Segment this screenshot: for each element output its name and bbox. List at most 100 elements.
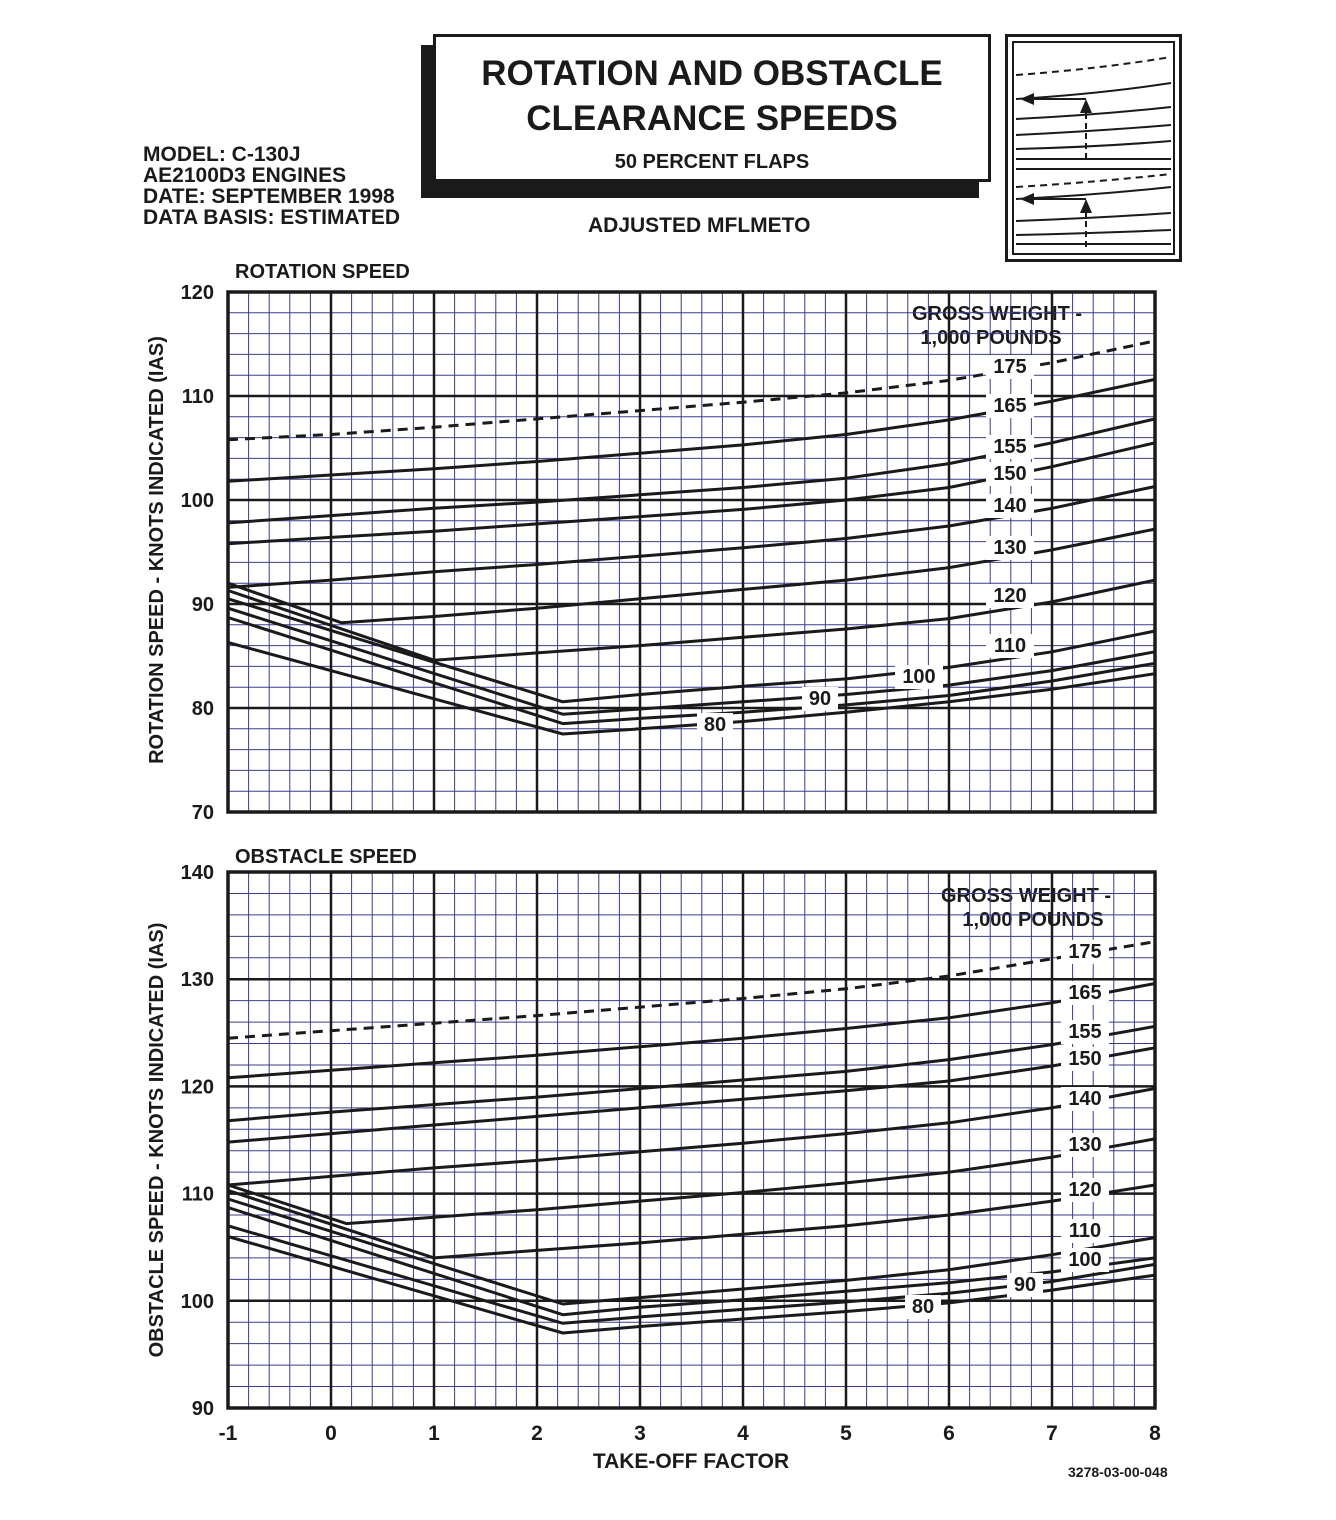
rotation-legend-title-line1: GROSS WEIGHT -	[912, 303, 1082, 325]
rotation-series-80-line	[227, 641, 1156, 736]
obstacle-series-165-label: 165	[1068, 982, 1101, 1004]
rotation-series-165-label-bg	[986, 394, 1034, 418]
rotation-y-tick-label: 100	[181, 490, 214, 512]
rotation-y-tick-label: 80	[192, 698, 214, 720]
rotation-series-100-line	[227, 606, 1156, 716]
rotation-series-165-label: 165	[993, 395, 1026, 417]
rotation-series-120-label-bg	[986, 584, 1034, 608]
x-tick-label: 2	[531, 1422, 543, 1445]
obstacle-y-tick-label: 100	[181, 1291, 214, 1313]
obstacle-y-axis-label: OBSTACLE SPEED - KNOTS INDICATED (IAS)	[146, 923, 168, 1358]
obstacle-series-110-label: 110	[1069, 1220, 1101, 1242]
obstacle-series-80-label-bg	[905, 1295, 941, 1319]
rotation-series-90-label: 90	[809, 688, 831, 710]
rotation-series-150-label: 150	[993, 463, 1026, 485]
x-tick-label: 4	[737, 1422, 749, 1445]
obstacle-y-tick-label: 120	[181, 1076, 214, 1098]
obstacle-series-130-label-bg	[1061, 1133, 1109, 1157]
rotation-series-80-label: 80	[704, 714, 726, 736]
obstacle-series-140-label-bg	[1061, 1087, 1109, 1111]
obstacle-series-150-label: 150	[1068, 1048, 1101, 1070]
obstacle-series-120-label-bg	[1061, 1178, 1109, 1202]
x-tick-label: 3	[634, 1422, 646, 1445]
rotation-series-110-label: 110	[994, 635, 1026, 657]
obstacle-series-155-line	[227, 1024, 1156, 1123]
obstacle-series-100-label: 100	[1068, 1249, 1101, 1271]
x-tick-label: 7	[1046, 1422, 1058, 1445]
page-title-line1: ROTATION AND OBSTACLE	[481, 54, 943, 93]
rotation-series-110-label-bg	[986, 634, 1034, 658]
obstacle-series-120-label: 120	[1068, 1179, 1101, 1201]
rotation-series-110-line	[227, 597, 1156, 704]
rotation-series-90-label-bg	[802, 687, 838, 711]
x-tick-label: 6	[943, 1422, 955, 1445]
rotation-series-175-label: 175	[993, 356, 1026, 378]
x-tick-label: 0	[325, 1422, 337, 1445]
obstacle-series-175-label: 175	[1068, 941, 1101, 963]
chart-reading-guide-icon	[1005, 34, 1182, 262]
rotation-y-tick-label: 110	[182, 386, 214, 408]
rotation-y-tick-label: 120	[181, 282, 214, 304]
rotation-series-140-label: 140	[993, 495, 1026, 517]
obstacle-plot-frame	[226, 870, 1157, 1410]
obstacle-series-120-line	[227, 1183, 1156, 1260]
rotation-legend-title-line2: 1,000 POUNDS	[920, 327, 1061, 349]
rotation-series-150-label-bg	[986, 462, 1034, 486]
x-tick-label: 5	[840, 1422, 852, 1445]
obstacle-series-165-label-bg	[1061, 981, 1109, 1005]
obstacle-series-100-label-bg	[1061, 1248, 1109, 1272]
model-label: MODEL: C-130J	[143, 143, 301, 166]
rotation-series-140-label-bg	[986, 494, 1034, 518]
obstacle-series-140-label: 140	[1068, 1088, 1101, 1110]
x-tick-label: -1	[219, 1422, 238, 1445]
obstacle-y-tick-label: 90	[192, 1398, 214, 1420]
rotation-series-175-line	[227, 339, 1156, 442]
title-box: ROTATION AND OBSTACLE CLEARANCE SPEEDS 5…	[433, 34, 991, 182]
rotation-y-tick-label: 90	[192, 594, 214, 616]
obstacle-y-tick-label: 130	[181, 969, 214, 991]
obstacle-series-110-label-bg	[1061, 1219, 1109, 1243]
rotation-series-175-label-bg	[986, 355, 1034, 379]
x-tick-label: 1	[428, 1422, 440, 1445]
rotation-series-100-label: 100	[902, 666, 935, 688]
obstacle-y-tick-label: 140	[181, 862, 214, 884]
rotation-series-120-label: 120	[993, 585, 1026, 607]
rotation-series-100-label-bg	[895, 665, 943, 689]
obstacle-series-175-label-bg	[1061, 940, 1109, 964]
rotation-y-axis-label: ROTATION SPEED - KNOTS INDICATED (IAS)	[146, 336, 168, 764]
page-title-line2: CLEARANCE SPEEDS	[526, 99, 898, 138]
obstacle-series-140-line	[227, 1087, 1156, 1187]
date-label: DATE: SEPTEMBER 1998	[143, 185, 395, 208]
rotation-plot-frame	[226, 290, 1157, 814]
obstacle-series-155-label-bg	[1061, 1020, 1109, 1044]
rotation-series-90-line	[227, 616, 1156, 726]
rotation-series-155-label-bg	[986, 435, 1034, 459]
obstacle-chart-title: OBSTACLE SPEED	[235, 846, 417, 868]
obstacle-series-175-line	[227, 940, 1156, 1040]
obstacle-series-130-label: 130	[1068, 1134, 1101, 1156]
x-axis-label: TAKE-OFF FACTOR	[593, 1450, 789, 1473]
data-basis-label: DATA BASIS: ESTIMATED	[143, 206, 401, 229]
power-setting-label: ADJUSTED MFLMETO	[588, 214, 811, 237]
rotation-chart-title: ROTATION SPEED	[235, 261, 410, 283]
obstacle-series-80-label: 80	[912, 1296, 934, 1318]
obstacle-series-130-line	[227, 1137, 1156, 1226]
rotation-series-155-label: 155	[993, 436, 1026, 458]
chart-metadata: MODEL: C-130J AE2100D3 ENGINES DATE: SEP…	[143, 144, 400, 228]
obstacle-series-165-line	[227, 982, 1156, 1080]
rotation-series-80-label-bg	[697, 713, 733, 737]
rotation-series-130-label: 130	[993, 537, 1026, 559]
obstacle-legend-title-line2: 1,000 POUNDS	[962, 909, 1103, 931]
obstacle-series-110-line	[227, 1197, 1156, 1306]
obstacle-series-150-line	[227, 1046, 1156, 1144]
rotation-series-130-label-bg	[986, 536, 1034, 560]
obstacle-series-155-label: 155	[1068, 1021, 1101, 1043]
obstacle-series-90-label: 90	[1014, 1274, 1036, 1296]
x-tick-label: 8	[1149, 1422, 1161, 1445]
obstacle-series-150-label-bg	[1061, 1047, 1109, 1071]
obstacle-legend-title-line1: GROSS WEIGHT -	[941, 885, 1111, 907]
engines-label: AE2100D3 ENGINES	[143, 164, 347, 187]
obstacle-y-tick-label: 110	[182, 1184, 214, 1206]
obstacle-series-90-label-bg	[1007, 1273, 1043, 1297]
